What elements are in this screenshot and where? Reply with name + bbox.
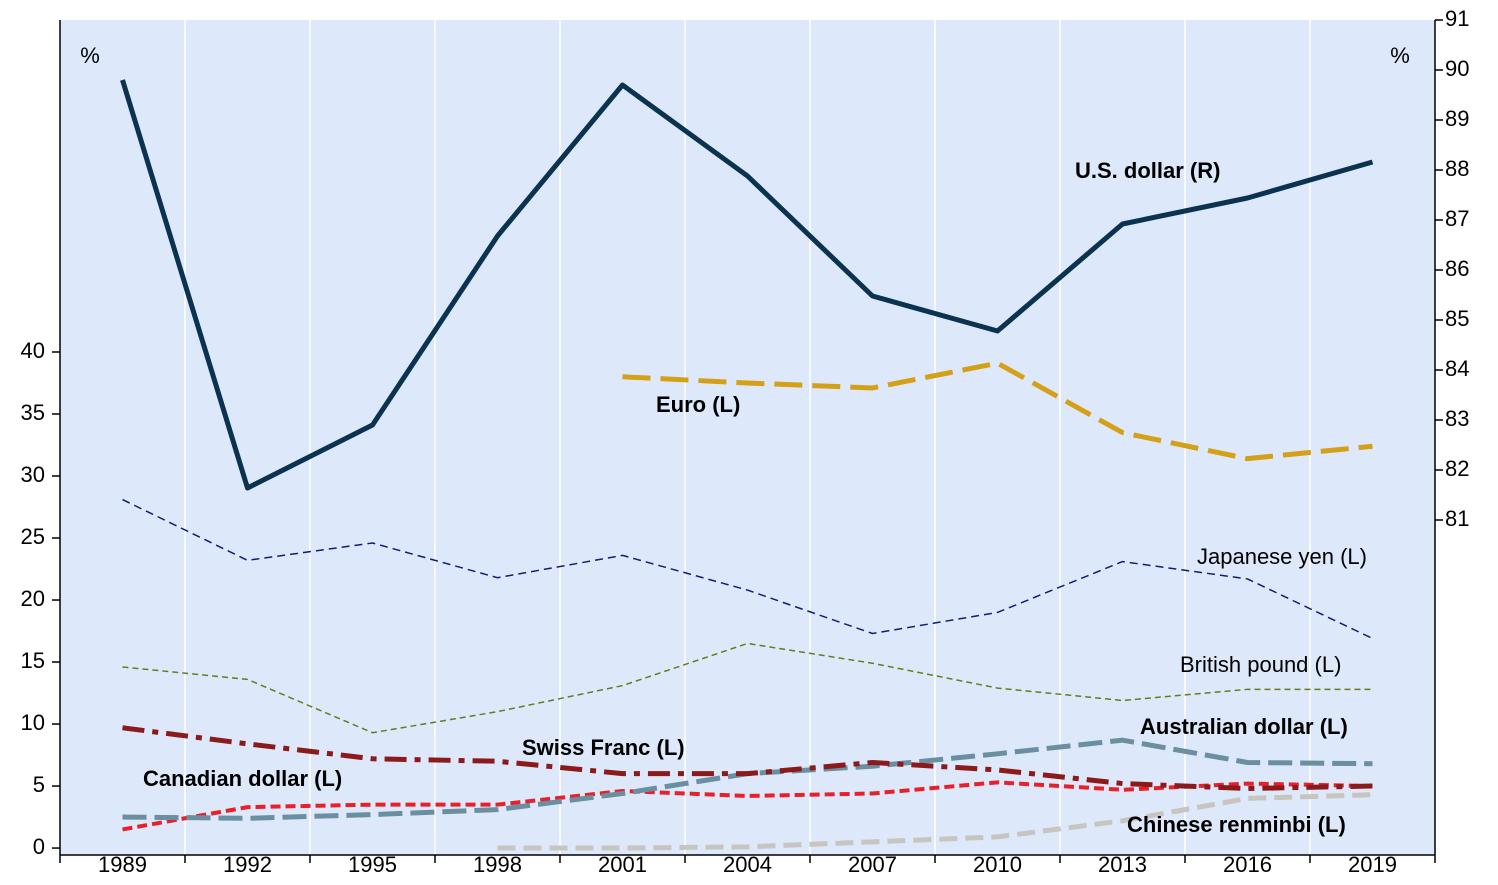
x-tick-label: 1995 xyxy=(348,852,397,877)
y2-tick-label: 89 xyxy=(1445,106,1469,131)
y2-tick-label: 87 xyxy=(1445,206,1469,231)
x-tick-label: 2007 xyxy=(848,852,897,877)
x-tick-label: 2004 xyxy=(723,852,772,877)
series-line xyxy=(622,360,1373,462)
x-tick-label: 1992 xyxy=(223,852,272,877)
series-label: Canadian dollar (L) xyxy=(143,766,342,791)
y2-tick-label: 86 xyxy=(1445,256,1469,281)
y2-tick-label: 81 xyxy=(1445,506,1469,531)
x-tick-label: 1998 xyxy=(473,852,522,877)
y2-tick-label: 88 xyxy=(1445,156,1469,181)
y-tick-label: 15 xyxy=(21,648,45,673)
y2-tick-label: 83 xyxy=(1445,406,1469,431)
y-tick-label: 0 xyxy=(33,834,45,859)
x-tick-label: 2019 xyxy=(1348,852,1397,877)
series-line xyxy=(497,792,1373,851)
y-tick-label: 40 xyxy=(21,338,45,363)
series-label: Swiss Franc (L) xyxy=(522,735,685,760)
y-tick-label: 10 xyxy=(21,710,45,735)
x-tick-label: 1989 xyxy=(98,852,147,877)
y-tick-label: 30 xyxy=(21,462,45,487)
y2-tick-label: 82 xyxy=(1445,456,1469,481)
y-tick-label: 5 xyxy=(33,772,45,797)
grid xyxy=(184,20,1311,855)
y2-tick-label: 90 xyxy=(1445,56,1469,81)
y-tick-label: 25 xyxy=(21,524,45,549)
x-tick-label: 2013 xyxy=(1098,852,1147,877)
series-line xyxy=(122,498,1373,640)
y2-tick-label: 91 xyxy=(1445,6,1469,31)
series-label: British pound (L) xyxy=(1180,652,1341,677)
series-line xyxy=(122,780,1373,832)
series-line xyxy=(122,725,1373,792)
series-label: Japanese yen (L) xyxy=(1197,544,1367,569)
x-tick-label: 2016 xyxy=(1223,852,1272,877)
y-tick-label: 20 xyxy=(21,586,45,611)
y2-tick-label: 84 xyxy=(1445,356,1469,381)
series-label: U.S. dollar (R) xyxy=(1075,158,1220,183)
series-label: Euro (L) xyxy=(656,392,740,417)
y2-tick-label: 85 xyxy=(1445,306,1469,331)
x-tick-label: 2010 xyxy=(973,852,1022,877)
series-label: Chinese renminbi (L) xyxy=(1127,812,1346,837)
plot-area xyxy=(60,20,1435,855)
x-tick-label: 2001 xyxy=(598,852,647,877)
y-tick-label: 35 xyxy=(21,400,45,425)
series-label: Australian dollar (L) xyxy=(1140,714,1348,739)
series-line xyxy=(120,79,1374,491)
y2-axis-label: % xyxy=(1390,43,1410,68)
y-axis-label: % xyxy=(80,43,100,68)
